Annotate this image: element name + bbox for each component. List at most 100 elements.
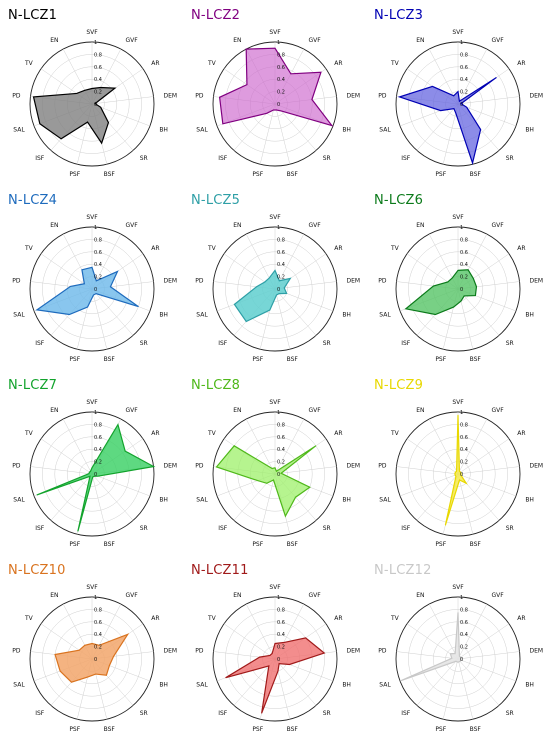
radar-svg: 0 0.2 0.4 0.6 0.8 1 SVF GVF AR DEM BH SR BSF PSF ISF SA… (378, 214, 543, 363)
data-point (459, 655, 460, 657)
tick-label: 0.6 (277, 435, 285, 441)
axis-label: EN (416, 37, 424, 44)
tick-label: 0.2 (94, 90, 102, 96)
data-point (113, 655, 114, 657)
data-point (91, 88, 93, 89)
axis-label: AR (151, 60, 159, 67)
axis-label: ISF (218, 155, 228, 162)
data-point (456, 661, 458, 663)
axis-label: SVF (452, 29, 464, 36)
tick-label: 0.2 (277, 90, 285, 96)
axis-label: AR (334, 615, 342, 622)
chart-title: N-LCZ4 (8, 193, 58, 208)
grid-spoke (457, 658, 474, 720)
axis-label: SAL (13, 127, 25, 134)
data-series-area (225, 637, 326, 714)
tick-label: 0.6 (94, 65, 102, 71)
data-point (440, 110, 442, 111)
axis-label: BH (342, 682, 351, 689)
chart-title: N-LCZ1 (8, 8, 58, 23)
data-point (460, 656, 461, 658)
data-point (219, 96, 221, 98)
tick-label: 0.8 (277, 52, 285, 58)
axis-label: PD (12, 462, 21, 469)
tick-label: 0.8 (460, 607, 468, 613)
data-point (459, 100, 460, 102)
axis-label: DEM (346, 462, 360, 469)
data-point (456, 470, 457, 472)
data-point (315, 445, 317, 447)
axis-label: EN (233, 222, 241, 229)
grid-spoke (442, 658, 459, 720)
axis-label: PSF (435, 356, 446, 363)
axis-label: EN (50, 37, 58, 44)
data-point (117, 270, 118, 272)
data-point (449, 653, 451, 655)
data-point (127, 633, 129, 635)
data-point (233, 445, 235, 447)
data-point (455, 660, 457, 662)
tick-label: 1 (460, 410, 463, 416)
radar-panel: N-LCZ10 0 0.2 0.4 0.6 0.8 1 SVF GVF AR DEM BH SR BSF P… (0, 557, 183, 742)
radar-svg: 0 0.2 0.4 0.6 0.8 1 SVF GVF AR DEM BH SR BSF PSF ISF SA… (12, 29, 177, 178)
tick-label: 1 (277, 410, 280, 416)
axis-label: GVF (125, 592, 138, 599)
tick-label: 0.8 (460, 237, 468, 243)
axis-label: PSF (252, 541, 263, 548)
data-series-area (404, 269, 478, 316)
axis-label: GVF (308, 37, 321, 44)
grid-spoke (457, 651, 520, 660)
tick-label: 0.6 (94, 250, 102, 256)
grid-spoke (62, 418, 93, 475)
data-point (245, 321, 247, 322)
axis-label: TV (24, 615, 34, 622)
data-point (77, 530, 79, 532)
chart-title: N-LCZ2 (191, 8, 241, 23)
tick-label: 0 (94, 287, 97, 293)
grid-spoke (457, 438, 510, 475)
axis-label: PSF (69, 171, 80, 178)
axis-label: PSF (69, 356, 80, 363)
data-point (261, 712, 263, 714)
data-point (460, 473, 462, 475)
tick-label: 0.8 (94, 422, 102, 428)
data-point (271, 653, 273, 654)
tick-label: 0 (460, 102, 463, 108)
axis-label: TV (24, 430, 34, 437)
tick-label: 0 (94, 657, 97, 663)
chart-title: N-LCZ8 (191, 378, 241, 393)
data-point (278, 663, 280, 665)
grid-spoke (91, 473, 108, 535)
radar-panel: N-LCZ1 0 0.2 0.4 0.6 0.8 1 SVF GVF AR DEM BH SR BSF PS… (0, 2, 183, 187)
data-point (274, 47, 276, 49)
tick-label: 0 (460, 472, 463, 478)
data-point (89, 471, 90, 473)
data-point (97, 475, 99, 477)
axis-label: TV (390, 430, 400, 437)
chart-title: N-LCZ12 (374, 563, 432, 578)
axis-label: BH (342, 312, 351, 319)
data-point (245, 48, 247, 50)
grid-spoke (259, 103, 276, 165)
radar-svg: 0 0.2 0.4 0.6 0.8 1 SVF GVF AR DEM BH SR BSF PSF ISF SA… (195, 214, 360, 363)
data-point (453, 108, 455, 110)
axis-label: GVF (125, 37, 138, 44)
grid-spoke (274, 288, 317, 336)
axis-label: ISF (401, 525, 411, 532)
axis-label: BSF (470, 726, 482, 733)
radar-svg: 0 0.2 0.4 0.6 0.8 1 SVF GVF AR DEM BH SR BSF PSF ISF SA… (12, 584, 177, 733)
axis-label: DEM (346, 92, 360, 99)
axis-label: PD (378, 277, 387, 284)
tick-label: 0.4 (94, 447, 102, 453)
tick-label: 0 (277, 287, 280, 293)
grid-spoke (91, 103, 151, 127)
axis-label: SR (323, 155, 331, 162)
grid-spoke (91, 473, 151, 497)
data-point (399, 96, 400, 98)
grid-spoke (274, 418, 305, 475)
axis-label: SAL (196, 127, 208, 134)
data-point (91, 467, 93, 469)
tick-label: 0.8 (94, 237, 102, 243)
data-point (216, 466, 217, 468)
chart-title: N-LCZ7 (8, 378, 58, 393)
